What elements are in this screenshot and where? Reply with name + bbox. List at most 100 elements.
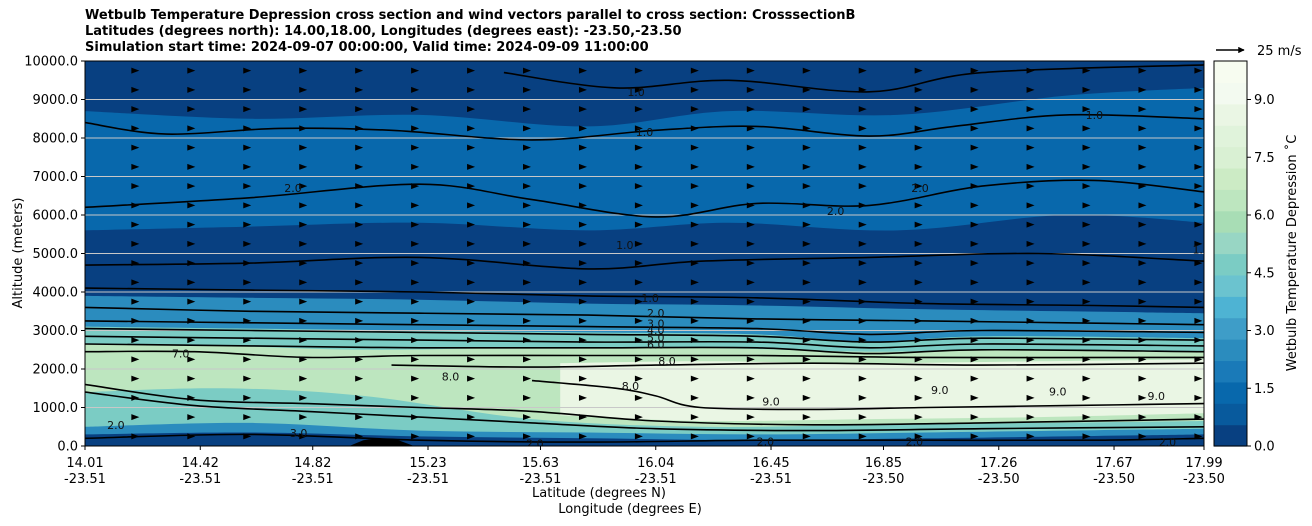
wind-vector xyxy=(1026,414,1035,421)
wind-vector xyxy=(243,221,252,228)
wind-vector xyxy=(1026,221,1035,228)
wind-vector xyxy=(299,317,308,324)
contour-label: 1.0 xyxy=(1086,109,1104,122)
wind-vector xyxy=(243,414,252,421)
wind-vector xyxy=(746,414,755,421)
wind-vector xyxy=(1138,106,1147,113)
wind-vector xyxy=(187,183,196,190)
wind-vector xyxy=(355,125,364,132)
wind-vector xyxy=(634,183,643,190)
y-tick-label-4: 4000.0 xyxy=(33,286,79,301)
wind-vector xyxy=(299,67,308,74)
wind-vector xyxy=(299,433,308,440)
contour-label: 1.0 xyxy=(627,86,645,99)
wind-vector xyxy=(746,298,755,305)
wind-vector xyxy=(578,125,587,132)
colorbar-segment-17 xyxy=(1214,61,1247,83)
x-axis: 14.01-23.5114.42-23.5114.82-23.5115.23-2… xyxy=(64,446,1225,487)
wind-vector xyxy=(187,221,196,228)
wind-vector xyxy=(355,394,364,401)
wind-vector xyxy=(187,86,196,93)
contour-label: 8.0 xyxy=(658,355,676,368)
wind-vector xyxy=(1026,356,1035,363)
wind-vector xyxy=(1026,106,1035,113)
wind-vector xyxy=(1138,317,1147,324)
wind-vector xyxy=(411,202,420,209)
wind-vector xyxy=(355,240,364,247)
wind-vector xyxy=(187,433,196,440)
contour-line-4 xyxy=(85,179,1204,218)
x-tick-label-lat-4: 15.63 xyxy=(522,456,559,471)
wind-vector xyxy=(411,298,420,305)
wind-vector xyxy=(243,317,252,324)
wind-vector xyxy=(523,356,532,363)
wind-vector xyxy=(243,394,252,401)
wind-vector xyxy=(914,183,923,190)
colorbar-tick-label-4: 6.0 xyxy=(1254,209,1275,224)
wind-vector xyxy=(187,279,196,286)
wind-vector xyxy=(746,144,755,151)
wind-vector xyxy=(970,106,979,113)
wind-vector xyxy=(131,183,140,190)
x-tick-label-lat-2: 14.82 xyxy=(294,456,331,471)
wind-vector xyxy=(131,240,140,247)
wind-vector xyxy=(131,337,140,344)
colorbar-frame xyxy=(1213,60,1248,447)
wind-vector xyxy=(355,67,364,74)
wind-vector xyxy=(131,317,140,324)
wind-vector xyxy=(634,414,643,421)
wind-vector xyxy=(634,356,643,363)
wind-vector xyxy=(1026,337,1035,344)
wind-vector xyxy=(970,279,979,286)
wind-vector xyxy=(1082,414,1091,421)
wind-vector xyxy=(1026,375,1035,382)
wind-vector xyxy=(187,125,196,132)
y-tick-label-7: 7000.0 xyxy=(33,170,79,185)
wind-vector xyxy=(187,414,196,421)
wind-vector xyxy=(970,337,979,344)
wind-vector xyxy=(1138,414,1147,421)
contour-label: 1.0 xyxy=(1192,244,1210,257)
wind-vector xyxy=(187,106,196,113)
contour-label: 9.0 xyxy=(1147,390,1165,403)
wind-vector xyxy=(746,67,755,74)
wind-vector xyxy=(746,279,755,286)
wind-vector xyxy=(1194,202,1203,209)
wind-vector xyxy=(690,433,699,440)
terrain-shape xyxy=(349,438,414,446)
wind-vector xyxy=(858,298,867,305)
wind-vector xyxy=(1194,279,1203,286)
wind-vector xyxy=(970,375,979,382)
wind-vector xyxy=(1026,394,1035,401)
colorbar-segment-15 xyxy=(1214,103,1247,126)
wind-vector xyxy=(634,433,643,440)
wind-vector xyxy=(355,279,364,286)
colorbar-segment-16 xyxy=(1214,82,1247,105)
wind-vector xyxy=(970,394,979,401)
wind-vector xyxy=(1138,183,1147,190)
wind-vector xyxy=(467,356,476,363)
wind-vector xyxy=(802,86,811,93)
wind-vector xyxy=(355,414,364,421)
x-tick-label-lat-10: 17.99 xyxy=(1185,456,1222,471)
contour-label: 3.0 xyxy=(290,427,308,440)
colorbar-segment-2 xyxy=(1214,381,1247,404)
wind-vector xyxy=(634,375,643,382)
wind-vector xyxy=(1138,279,1147,286)
wind-vector xyxy=(523,202,532,209)
wind-vector xyxy=(690,414,699,421)
wind-vector xyxy=(299,279,308,286)
wind-vector xyxy=(802,67,811,74)
wind-vector xyxy=(467,375,476,382)
wind-vector xyxy=(634,221,643,228)
wind-vector xyxy=(243,163,252,170)
wind-vector xyxy=(411,279,420,286)
wind-vector xyxy=(411,317,420,324)
wind-vector xyxy=(523,183,532,190)
wind-vector xyxy=(1082,433,1091,440)
wind-vector xyxy=(411,106,420,113)
wind-vector xyxy=(467,240,476,247)
wind-vector xyxy=(746,260,755,267)
wind-vector xyxy=(970,183,979,190)
contour-labels: 1.01.01.01.0 1.01.02.02.02.02.03.04.05.06… xyxy=(107,86,1210,446)
